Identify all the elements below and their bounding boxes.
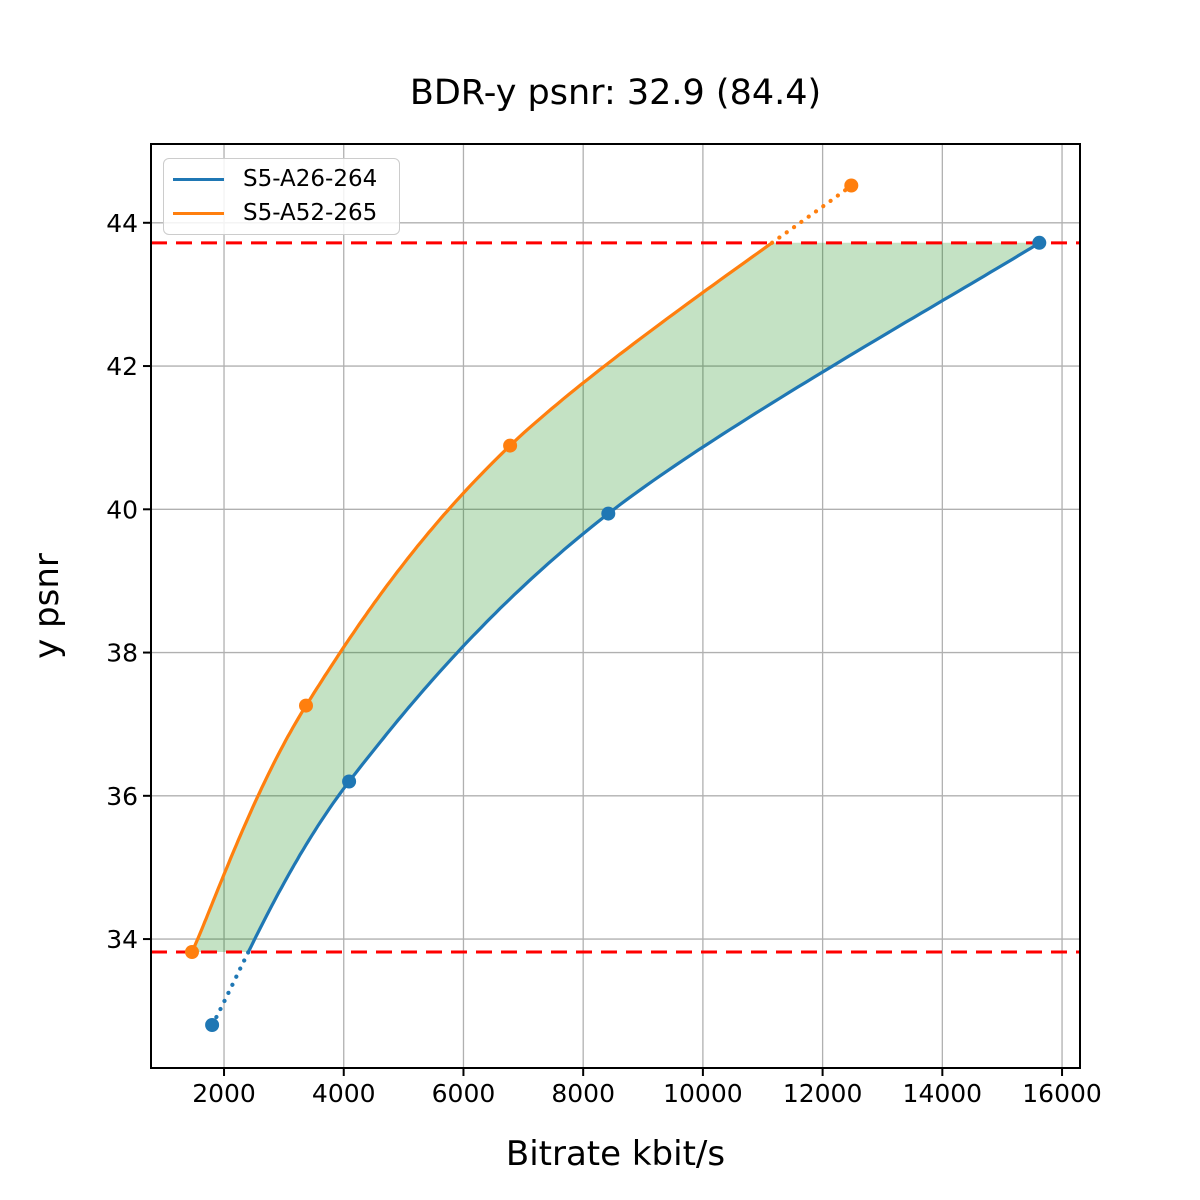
x-tick-label: 8000 <box>551 1079 615 1108</box>
x-tick-label: 6000 <box>432 1079 496 1108</box>
data-point-S5-A52-265 <box>299 698 313 713</box>
x-tick-label: 10000 <box>663 1079 743 1108</box>
data-point-S5-A52-265 <box>185 945 199 959</box>
x-tick-label: 2000 <box>192 1079 256 1108</box>
series-line-S5-A26-264 <box>246 241 1041 953</box>
data-point-S5-A26-264 <box>1032 235 1047 250</box>
legend: S5-A26-264 S5-A52-265 <box>163 158 400 235</box>
legend-label: S5-A26-264 <box>243 166 378 192</box>
legend-item: S5-A26-264 <box>173 168 399 191</box>
data-point-S5-A26-264 <box>205 1018 220 1032</box>
plot-frame <box>150 143 1081 1069</box>
legend-item: S5-A52-265 <box>173 202 399 225</box>
y-tick-label: 40 <box>106 495 138 524</box>
x-tick-label: 14000 <box>903 1079 983 1108</box>
legend-line-sample-blue <box>173 177 224 182</box>
x-axis-label: Bitrate kbit/s <box>505 1134 726 1174</box>
series-dotted-S5-A26-264 <box>210 949 251 1028</box>
legend-line-sample-orange <box>173 211 224 216</box>
series-dotted-S5-A52-265 <box>769 183 854 245</box>
bd-area-fill <box>192 242 1040 953</box>
y-tick-label: 42 <box>106 352 138 381</box>
data-point-S5-A26-264 <box>601 506 616 521</box>
y-tick-label: 34 <box>106 925 138 954</box>
x-tick-label: 16000 <box>1022 1079 1102 1108</box>
y-tick-label: 44 <box>106 209 138 238</box>
x-tick-label: 4000 <box>312 1079 376 1108</box>
legend-label: S5-A52-265 <box>243 200 378 226</box>
data-point-S5-A52-265 <box>503 438 518 453</box>
data-point-S5-A52-265 <box>844 178 859 193</box>
data-point-S5-A26-264 <box>342 774 357 789</box>
y-tick-label: 36 <box>106 782 138 811</box>
y-axis-label: y psnr <box>27 553 67 659</box>
chart-title: BDR-y psnr: 32.9 (84.4) <box>409 73 822 113</box>
x-tick-label: 12000 <box>783 1079 863 1108</box>
series-line-S5-A52-265 <box>190 241 773 953</box>
y-tick-label: 38 <box>106 639 138 668</box>
